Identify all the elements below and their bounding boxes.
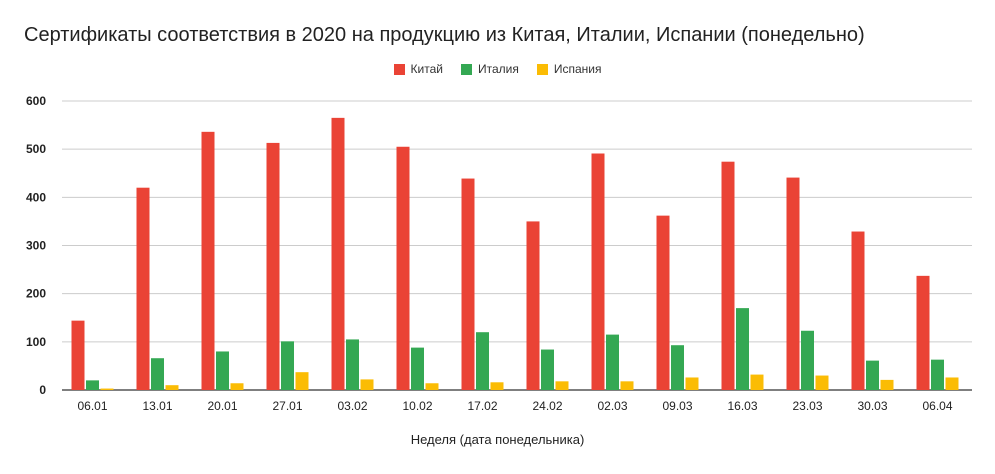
x-axis-title: Неделя (дата понедельника)	[410, 432, 585, 447]
bar[interactable]	[620, 381, 634, 390]
y-tick-label: 600	[26, 94, 46, 108]
bar[interactable]	[461, 178, 475, 390]
x-tick-label: 02.03	[597, 399, 627, 413]
legend-swatch-china	[393, 63, 405, 75]
bar[interactable]	[671, 345, 684, 390]
bar[interactable]	[360, 379, 374, 390]
bar[interactable]	[721, 161, 735, 390]
bar[interactable]	[476, 332, 489, 390]
bar[interactable]	[606, 334, 619, 390]
bar[interactable]	[281, 341, 294, 390]
y-tick-label: 200	[26, 287, 46, 301]
x-tick-label: 24.02	[532, 399, 562, 413]
x-tick-label: 10.02	[402, 399, 432, 413]
x-tick-label: 16.03	[727, 399, 757, 413]
bar[interactable]	[880, 379, 894, 390]
y-tick-label: 0	[39, 383, 46, 397]
bar[interactable]	[541, 349, 554, 390]
legend: Китай Италия Испания	[0, 62, 995, 76]
bar[interactable]	[411, 347, 424, 390]
bar[interactable]	[801, 330, 814, 390]
x-tick-label: 30.03	[857, 399, 887, 413]
x-tick-label: 06.04	[922, 399, 952, 413]
bar[interactable]	[266, 142, 280, 390]
bar[interactable]	[591, 153, 605, 390]
legend-item-china[interactable]: Китай	[393, 62, 443, 76]
bar[interactable]	[295, 372, 309, 390]
x-tick-label: 17.02	[467, 399, 497, 413]
bar[interactable]	[815, 375, 829, 390]
x-tick-label: 20.01	[207, 399, 237, 413]
x-tick-label: 09.03	[662, 399, 692, 413]
legend-label-spain: Испания	[553, 62, 602, 76]
x-tick-label: 23.03	[792, 399, 822, 413]
bar[interactable]	[490, 382, 504, 390]
bar[interactable]	[851, 231, 865, 390]
bar[interactable]	[346, 339, 359, 390]
y-tick-label: 100	[26, 335, 46, 349]
bar[interactable]	[786, 177, 800, 390]
bar[interactable]	[526, 221, 540, 390]
bar[interactable]	[201, 131, 215, 390]
bar[interactable]	[555, 381, 569, 390]
x-tick-label: 06.01	[77, 399, 107, 413]
legend-item-italy[interactable]: Италия	[460, 62, 519, 76]
bar[interactable]	[71, 320, 85, 390]
bar[interactable]	[656, 215, 670, 390]
bar[interactable]	[916, 275, 930, 390]
legend-swatch-italy	[460, 63, 472, 75]
bar[interactable]	[100, 388, 114, 390]
bar[interactable]	[736, 308, 749, 390]
grid-layer	[62, 100, 972, 391]
bar[interactable]	[230, 383, 244, 390]
x-tick-label: 03.02	[337, 399, 367, 413]
bars-layer	[71, 117, 959, 390]
bar[interactable]	[931, 359, 944, 390]
bar[interactable]	[86, 380, 99, 390]
legend-label-italy: Италия	[477, 62, 519, 76]
bar[interactable]	[151, 358, 164, 390]
bar[interactable]	[165, 385, 179, 390]
bar[interactable]	[685, 377, 699, 390]
x-tick-label: 27.01	[272, 399, 302, 413]
legend-item-spain[interactable]: Испания	[536, 62, 602, 76]
y-tick-label: 400	[26, 190, 46, 204]
legend-swatch-spain	[536, 63, 548, 75]
bar[interactable]	[750, 374, 764, 390]
bar[interactable]	[136, 187, 150, 390]
y-tick-label: 500	[26, 142, 46, 156]
legend-label-china: Китай	[410, 62, 443, 76]
bar[interactable]	[331, 117, 345, 390]
bar[interactable]	[216, 351, 229, 390]
bar[interactable]	[866, 360, 879, 390]
axis-layer: 0 100 200 300 400 500 600 06.01 13.01 20.01 27.01 0…	[26, 94, 953, 413]
chart-title: Сертификаты соответствия в 2020 на проду…	[24, 24, 865, 46]
y-tick-label: 300	[26, 239, 46, 253]
x-tick-label: 13.01	[142, 399, 172, 413]
bar[interactable]	[945, 377, 959, 390]
bar[interactable]	[425, 383, 439, 390]
bar[interactable]	[396, 146, 410, 390]
